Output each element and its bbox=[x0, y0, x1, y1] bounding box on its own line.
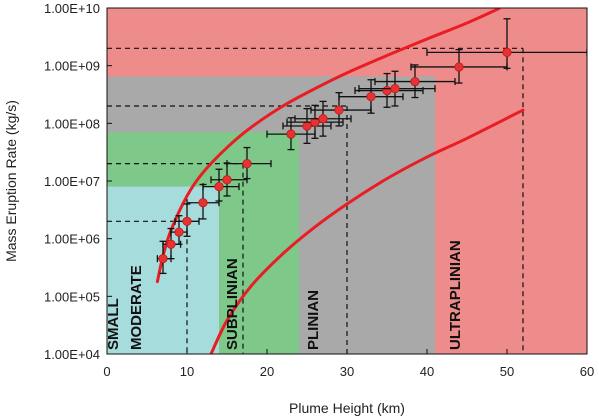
data-point-marker bbox=[390, 84, 400, 94]
data-point-marker bbox=[334, 105, 344, 115]
y-tick-label: 1.00E+05 bbox=[44, 289, 100, 304]
axes: 0 10 20 30 40 50 60 1.00E+04 1.00E+05 1.00E+06 1.0… bbox=[44, 1, 594, 379]
x-tick-label: 60 bbox=[580, 364, 594, 379]
y-axis-title: Mass Eruption Rate (kg/s) bbox=[3, 100, 19, 262]
region-labels: SMALL MODERATE SUBPLINIAN PLINIAN ULTRAPLINI… bbox=[105, 240, 464, 350]
data-point-marker bbox=[310, 117, 320, 127]
data-point-marker bbox=[166, 239, 176, 249]
data-point-marker bbox=[318, 114, 328, 124]
x-tick-label: 40 bbox=[420, 364, 434, 379]
data-point bbox=[338, 79, 404, 114]
data-points bbox=[156, 18, 587, 275]
y-tick-label: 1.00E+04 bbox=[44, 347, 100, 362]
label-small-moderate: SMALL bbox=[105, 298, 122, 350]
y-tick-label: 1.00E+08 bbox=[44, 116, 100, 131]
data-point-marker bbox=[198, 198, 208, 208]
data-point-marker bbox=[222, 175, 232, 185]
data-point-marker bbox=[502, 47, 512, 57]
data-point bbox=[374, 64, 456, 99]
data-point-marker bbox=[174, 227, 184, 237]
data-point-marker bbox=[242, 159, 252, 169]
data-point-marker bbox=[214, 181, 224, 192]
x-tick-label: 0 bbox=[103, 364, 110, 379]
data-point bbox=[286, 104, 344, 139]
x-tick-label: 50 bbox=[500, 364, 514, 379]
upper-envelope-curve bbox=[155, 8, 501, 284]
data-point-marker bbox=[286, 129, 296, 139]
label-small-moderate: MODERATE bbox=[128, 265, 145, 350]
data-point bbox=[226, 146, 272, 180]
y-tick-label: 1.00E+10 bbox=[44, 1, 100, 16]
data-point bbox=[156, 240, 172, 275]
y-tick-label: 1.00E+07 bbox=[44, 174, 100, 189]
data-point-marker bbox=[182, 216, 192, 226]
envelope-curves bbox=[155, 8, 525, 354]
data-point bbox=[186, 183, 220, 220]
data-point bbox=[282, 107, 332, 144]
data-point bbox=[294, 100, 352, 137]
y-tick-label: 1.00E+09 bbox=[44, 59, 100, 74]
x-tick-label: 30 bbox=[340, 364, 354, 379]
data-point-marker bbox=[454, 62, 464, 72]
data-point-marker bbox=[302, 121, 312, 131]
data-point-marker bbox=[366, 92, 376, 102]
data-point-marker bbox=[382, 85, 392, 96]
data-point-marker bbox=[410, 76, 420, 87]
data-point bbox=[210, 162, 248, 197]
data-point bbox=[170, 215, 188, 245]
label-ultraplinian: ULTRAPLINIAN bbox=[447, 240, 464, 350]
data-point bbox=[426, 18, 587, 69]
x-tick-label: 10 bbox=[180, 364, 194, 379]
x-axis-title: Plume Height (km) bbox=[289, 400, 405, 416]
data-point bbox=[358, 70, 436, 107]
label-plinian: PLINIAN bbox=[305, 290, 322, 350]
x-tick-label: 20 bbox=[260, 364, 274, 379]
lower-envelope-curve bbox=[209, 108, 525, 354]
y-tick-label: 1.00E+06 bbox=[44, 232, 100, 247]
label-subplinian: SUBPLINIAN bbox=[224, 258, 241, 350]
data-point-marker bbox=[158, 254, 168, 264]
data-point bbox=[202, 168, 240, 202]
